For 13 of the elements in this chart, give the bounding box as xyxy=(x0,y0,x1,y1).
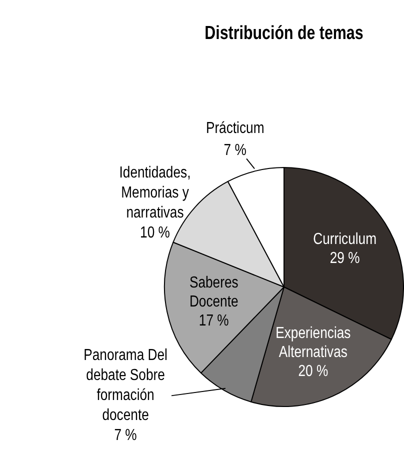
slice-label: Experiencias Alternativas xyxy=(276,324,351,362)
data-label: 7 % xyxy=(224,142,246,160)
data-label: 20 % xyxy=(298,362,328,380)
data-label: 17 % xyxy=(198,312,229,330)
slice-label: Saberes Docente xyxy=(189,274,238,311)
data-label: 29 % xyxy=(330,250,360,268)
slice-label: Panorama Del debate Sobre formación docente xyxy=(84,346,168,424)
chart-title: Distribución de temas xyxy=(204,22,364,44)
slice-label: Identidades, Memorias y narrativas xyxy=(119,164,191,222)
slice-label: Curriculum xyxy=(313,230,377,248)
slice-label: Prácticum xyxy=(206,120,264,138)
data-label: 10 % xyxy=(140,224,170,242)
data-label: 7 % xyxy=(114,426,137,444)
